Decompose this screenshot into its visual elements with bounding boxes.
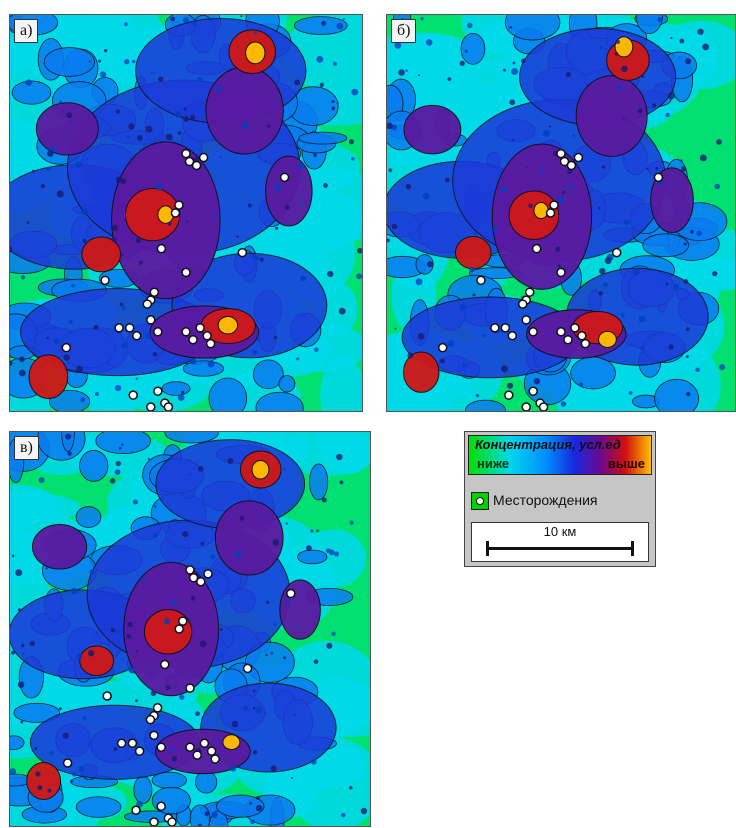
map-panel-b: б) [386, 14, 736, 412]
concentration-map-b [387, 15, 735, 411]
concentration-color-ramp: Концентрация, усл.ед ниже выше [468, 435, 652, 475]
scale-bar: 10 км [471, 522, 649, 562]
concentration-map-a [10, 15, 362, 411]
map-panel-a: а) [9, 14, 363, 412]
scale-bar-line [486, 541, 634, 556]
map-panel-c: в) [9, 431, 371, 827]
legend-low-label: ниже [477, 456, 510, 471]
map-legend: Концентрация, усл.ед ниже выше Месторожд… [464, 431, 656, 567]
legend-deposits-label: Месторождения [493, 492, 598, 508]
panel-label-b: б) [391, 19, 417, 43]
panel-label-c: в) [14, 436, 39, 460]
scale-bar-label: 10 км [543, 524, 577, 539]
concentration-map-c [10, 432, 370, 826]
legend-high-label: выше [607, 456, 645, 471]
panel-label-a: а) [14, 19, 39, 43]
deposit-marker-icon [471, 492, 489, 510]
legend-title: Концентрация, усл.ед [475, 437, 621, 452]
